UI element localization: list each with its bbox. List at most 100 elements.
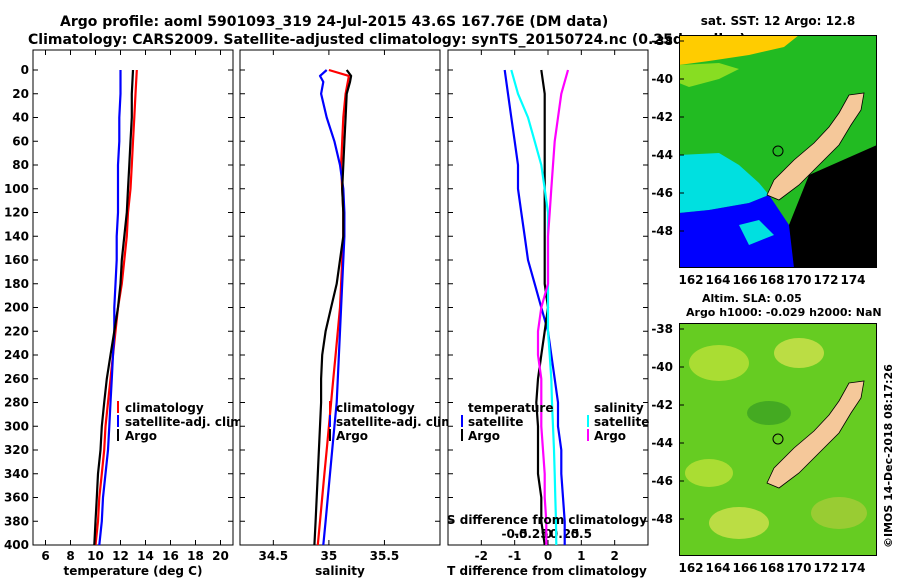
temperature-x-ticks: 6 8 10 12 14 16 18 20 bbox=[41, 50, 229, 563]
legend-climatology: climatology bbox=[125, 401, 204, 415]
sla-map-field bbox=[679, 323, 877, 556]
x-tick-label: 10 bbox=[87, 549, 104, 563]
x-tick-label: -1 bbox=[508, 549, 521, 563]
x-tick-label: 16 bbox=[162, 549, 179, 563]
sst-map-title: sat. SST: 12 Argo: 12.8 bbox=[701, 14, 855, 28]
sst-warm-green-water bbox=[679, 63, 739, 87]
lat-tick-label: -38 bbox=[651, 322, 673, 336]
salinity-x-ticks: 34.5 35 35.5 bbox=[259, 50, 399, 563]
lon-tick-label: 172 bbox=[813, 273, 838, 287]
sal-legend-satellite: satellite-adj. clim. bbox=[336, 415, 458, 429]
depth-tick-label: 220 bbox=[4, 324, 29, 338]
temperature-y-ticks: 0 20 40 60 80 100 120 140 160 180 200 220 240 260 280 3… bbox=[4, 63, 233, 552]
depth-tick-label: 320 bbox=[4, 443, 29, 457]
lat-tick-label: -46 bbox=[651, 186, 673, 200]
legend-satellite: satellite-adj. clim. bbox=[125, 415, 247, 429]
sst-map: sat. SST: 12 Argo: 12.8 -38-40-42-44-46-… bbox=[651, 14, 877, 287]
sal-legend-argo: Argo bbox=[336, 429, 368, 443]
depth-tick-label: 40 bbox=[12, 111, 29, 125]
lon-tick-label: 164 bbox=[705, 273, 730, 287]
lon-tick-label: 174 bbox=[840, 561, 865, 575]
temperature-xlabel: temperature (deg C) bbox=[64, 564, 203, 578]
sla-patch-2 bbox=[774, 338, 824, 368]
depth-tick-label: 200 bbox=[4, 301, 29, 315]
sst-cool-water bbox=[679, 153, 769, 213]
title-line-2: Climatology: CARS2009. Satellite-adjuste… bbox=[28, 32, 746, 48]
lon-tick-label: 168 bbox=[759, 561, 784, 575]
sst-lat-ticks: -38 -40 -42 -44 -46 -48 bbox=[651, 34, 684, 238]
x-tick-label: 12 bbox=[112, 549, 129, 563]
legend-s-satellite: satellite bbox=[594, 415, 649, 429]
depth-tick-label: 100 bbox=[4, 182, 29, 196]
depth-tick-label: 360 bbox=[4, 491, 29, 505]
sst-map-field bbox=[679, 35, 877, 268]
sst-lon-ticks: 162 164 166 168 170 172 174 bbox=[678, 273, 865, 287]
series-satellite-adj-clim- bbox=[318, 69, 346, 546]
x-tick-label: -2 bbox=[475, 549, 488, 563]
temperature-panel: 0 20 40 60 80 100 120 140 160 180 200 220 240 260 280 3… bbox=[4, 49, 247, 578]
depth-tick-label: 20 bbox=[12, 87, 29, 101]
sst-map-frame bbox=[679, 35, 877, 268]
x-tick-label: 14 bbox=[137, 549, 154, 563]
lat-tick-label: -40 bbox=[651, 72, 673, 86]
sla-map-title-2: Argo h1000: -0.029 h2000: NaN bbox=[686, 306, 882, 319]
x-tick-label: 20 bbox=[212, 549, 229, 563]
s-tick-label: -0.25 bbox=[514, 527, 549, 541]
difference-x-ticks: -2 -1 0 1 2 bbox=[475, 50, 619, 563]
lon-tick-label: 164 bbox=[705, 561, 730, 575]
salinity-legend: climatology satellite-adj. clim. Argo bbox=[329, 401, 458, 443]
legend-s-argo: Argo bbox=[594, 429, 626, 443]
sst-warm-water bbox=[679, 35, 799, 65]
sla-map: Altim. SLA: 0.05 Argo h1000: -0.029 h200… bbox=[651, 292, 881, 575]
sst-cold-water bbox=[679, 195, 799, 268]
depth-tick-label: 160 bbox=[4, 253, 29, 267]
legend-salinity-heading: salinity bbox=[594, 401, 644, 415]
x-tick-label: 6 bbox=[41, 549, 49, 563]
sst-cool-patch bbox=[739, 220, 774, 245]
lon-tick-label: 166 bbox=[732, 273, 757, 287]
depth-tick-label: 380 bbox=[4, 514, 29, 528]
series-argo bbox=[313, 69, 353, 546]
legend-argo: Argo bbox=[125, 429, 157, 443]
x-tick-label: 35 bbox=[321, 549, 338, 563]
legend-temperature-heading: temperature bbox=[468, 401, 553, 415]
lon-tick-label: 172 bbox=[813, 561, 838, 575]
lon-tick-label: 162 bbox=[678, 561, 703, 575]
sla-patch-6 bbox=[747, 401, 791, 425]
x-tick-label: 18 bbox=[187, 549, 204, 563]
depth-tick-label: 300 bbox=[4, 419, 29, 433]
difference-legend-temperature: temperature satellite Argo bbox=[461, 401, 553, 443]
sla-patch-4 bbox=[709, 507, 769, 539]
series-satellite-adj-clim- bbox=[98, 70, 122, 546]
x-tick-label: 1 bbox=[577, 549, 585, 563]
series-s-argo bbox=[536, 69, 570, 545]
x-tick-label: 8 bbox=[66, 549, 74, 563]
s-difference-xlabel: S difference from climatology bbox=[447, 513, 647, 527]
legend-t-satellite: satellite bbox=[468, 415, 523, 429]
sst-float-marker bbox=[772, 145, 784, 157]
depth-tick-label: 180 bbox=[4, 277, 29, 291]
difference-legend-salinity: salinity satellite Argo bbox=[587, 401, 649, 443]
salinity-xlabel: salinity bbox=[315, 564, 365, 578]
series-s-satellite bbox=[510, 69, 558, 546]
legend-t-argo: Argo bbox=[468, 429, 500, 443]
x-tick-label: 2 bbox=[610, 549, 618, 563]
lon-tick-label: 170 bbox=[786, 273, 811, 287]
depth-tick-label: 80 bbox=[12, 158, 29, 172]
temperature-lines bbox=[93, 69, 138, 546]
sla-float-marker bbox=[772, 433, 784, 445]
lat-tick-label: -48 bbox=[651, 512, 673, 526]
depth-tick-label: 260 bbox=[4, 372, 29, 386]
s-tick-label: -0.5 bbox=[502, 527, 528, 541]
sla-patch-1 bbox=[689, 345, 749, 381]
lat-tick-label: -44 bbox=[651, 148, 673, 162]
lat-tick-label: -42 bbox=[651, 398, 673, 412]
depth-tick-label: 60 bbox=[12, 134, 29, 148]
s-tick-label: 0.5 bbox=[571, 527, 592, 541]
temperature-legend: climatology satellite-adj. clim. Argo bbox=[117, 401, 247, 443]
lat-tick-label: -42 bbox=[651, 110, 673, 124]
lat-tick-label: -40 bbox=[651, 360, 673, 374]
lat-tick-label: -44 bbox=[651, 436, 673, 450]
